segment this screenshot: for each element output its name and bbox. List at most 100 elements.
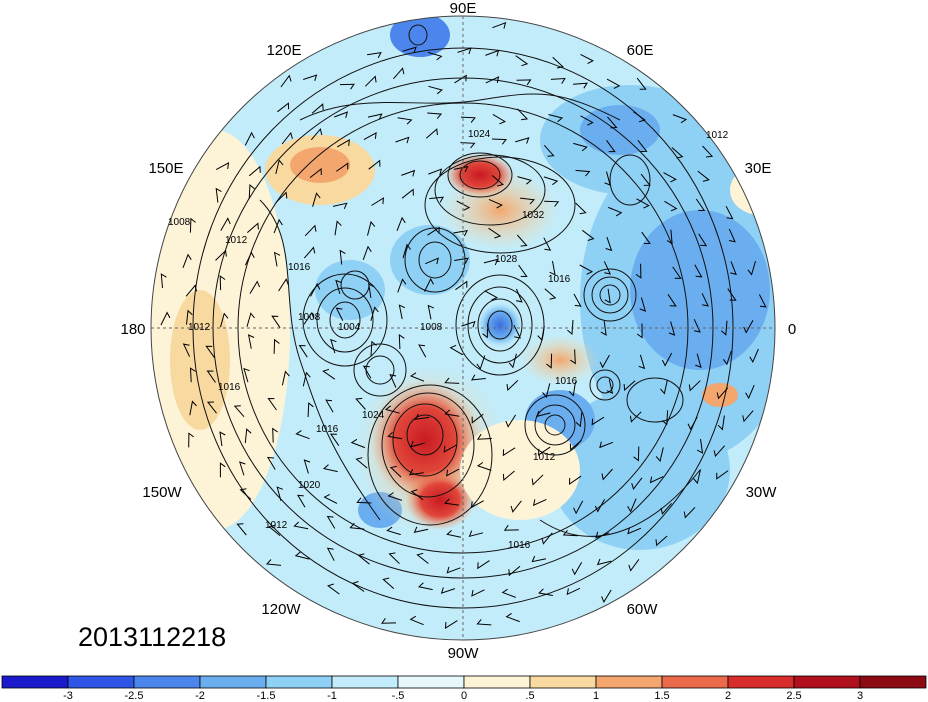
wind-barb (604, 288, 611, 304)
wind-barb (244, 251, 255, 266)
wind-barb (444, 409, 460, 417)
colorbar-tick-label: 2.5 (786, 690, 801, 702)
lon-label-150e: 150E (148, 160, 183, 177)
contour-label: 1016 (548, 274, 571, 285)
wind-barb (425, 128, 438, 139)
lon-label-60e: 60E (627, 42, 654, 59)
colorbar-box (793, 675, 861, 689)
wind-barb (600, 321, 607, 336)
wind-barb (727, 288, 737, 301)
wind-barb (303, 311, 315, 325)
lon-label-120w: 120W (261, 601, 301, 618)
wind-barb (395, 136, 410, 144)
wind-barb (220, 217, 231, 231)
wind-barb (334, 220, 342, 236)
wind-barb (549, 260, 556, 276)
wind-barb (696, 438, 704, 454)
wind-barb (428, 85, 443, 95)
wind-barb (303, 74, 318, 81)
wind-barb (573, 142, 588, 152)
wind-barb (568, 381, 576, 397)
wind-barb (641, 231, 651, 244)
wind-barb (606, 78, 621, 89)
wind-barb (515, 137, 530, 144)
wind-barb (322, 464, 338, 473)
wind-barb (698, 233, 708, 247)
colorbar-tick-label: 2 (725, 690, 731, 702)
wind-barb (628, 559, 640, 572)
wind-barb (720, 320, 728, 336)
wind-barb (239, 461, 246, 476)
wind-barb (660, 379, 668, 395)
wind-barb (425, 257, 439, 265)
wind-barb (580, 53, 594, 64)
lon-label-90w: 90W (448, 645, 480, 662)
contour-label: 1008 (420, 322, 443, 333)
longitude-labels: 90E 120E 60E 150E 30E 180 0 150W 30W 120… (120, 0, 796, 662)
lon-label-90e: 90E (450, 0, 477, 17)
wind-barb (334, 111, 349, 119)
wind-barb (310, 283, 321, 297)
wind-barb (599, 354, 610, 369)
wind-barb (322, 368, 336, 380)
wind-barb (268, 524, 281, 536)
wind-barb (220, 312, 229, 328)
wind-barb (543, 176, 559, 186)
wind-barb (389, 465, 402, 478)
contour-label: 1016 (218, 382, 241, 393)
wind-barb (351, 581, 365, 592)
contour-label: 1012 (188, 322, 211, 333)
wind-barb (215, 161, 230, 171)
wind-barb (219, 462, 226, 478)
wind-barb (623, 380, 636, 392)
wind-barb (542, 383, 551, 399)
wind-barb (606, 140, 616, 153)
wind-barb (716, 387, 729, 400)
wind-barb (543, 237, 552, 251)
wind-barb (248, 183, 255, 200)
lon-label-0: 0 (788, 321, 796, 338)
wind-barb (453, 229, 468, 237)
wind-barb (248, 165, 261, 177)
wind-barb (627, 527, 642, 535)
wind-barb (713, 445, 726, 458)
wind-barb (272, 427, 278, 443)
contour-label: 1016 (316, 424, 339, 435)
wind-barb (249, 280, 261, 294)
wind-barb (596, 558, 612, 566)
wind-barb (631, 477, 643, 490)
wind-barb (414, 413, 430, 420)
wind-barb (443, 444, 457, 453)
wind-barb (548, 114, 564, 123)
wind-barb (273, 218, 283, 234)
wind-barb (332, 202, 348, 209)
wind-barb (293, 521, 309, 530)
colorbar-tick-label: -.5 (392, 690, 405, 702)
wind-barb (355, 457, 368, 469)
wind-barb (357, 553, 370, 565)
wind-barb (370, 340, 377, 356)
contour-labels: 1024 1032 1028 1016 1012 1008 1008 1012 … (168, 129, 729, 551)
wind-barb (575, 169, 591, 177)
wind-barb (454, 74, 467, 84)
wind-barb (401, 188, 414, 199)
contour-label: 1024 (362, 410, 385, 421)
wind-barb (640, 173, 651, 186)
wind-barb (579, 264, 594, 275)
contour-label: 1008 (298, 312, 321, 323)
wind-barb (327, 583, 340, 595)
wind-barb (461, 320, 476, 328)
wind-barb (492, 113, 506, 125)
colorbar-tick-label: .5 (525, 690, 534, 702)
wind-barb (396, 216, 406, 231)
wind-barb (601, 468, 613, 481)
wind-barb (742, 410, 754, 423)
wind-barb (356, 497, 372, 504)
wind-barb (281, 370, 290, 386)
wind-barb (516, 79, 532, 86)
colorbar-tick-label: 0 (461, 690, 467, 702)
wind-barb (506, 380, 519, 392)
contour-label: 1012 (225, 235, 248, 246)
wind-barb (520, 197, 536, 205)
wind-barb (189, 217, 196, 233)
